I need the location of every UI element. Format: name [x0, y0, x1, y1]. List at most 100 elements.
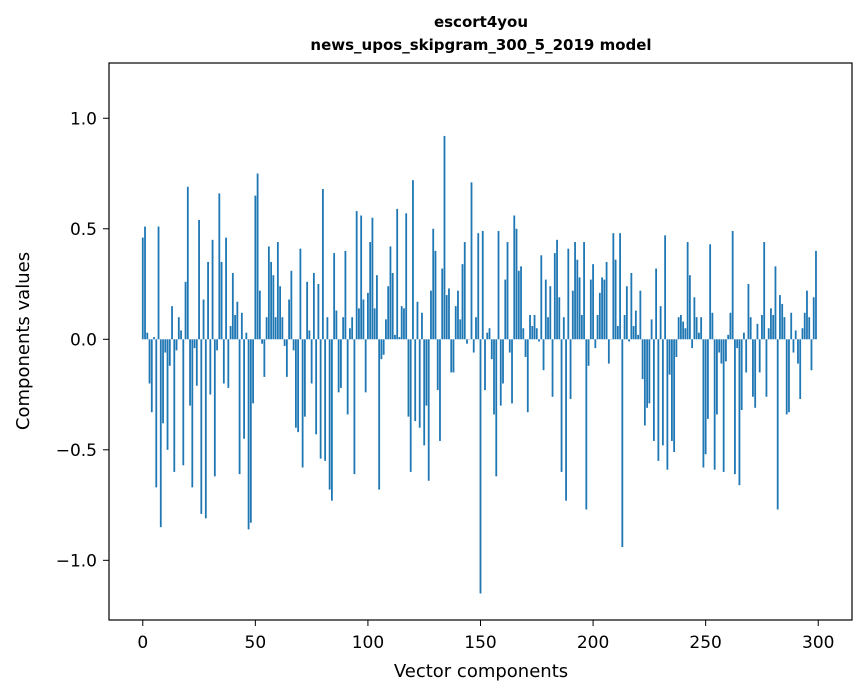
bar	[524, 339, 527, 357]
bar	[544, 279, 547, 340]
bar	[436, 339, 439, 391]
bar	[270, 261, 273, 340]
x-axis-label: Vector components	[394, 661, 568, 682]
bar	[186, 186, 189, 340]
bar	[736, 339, 739, 349]
bar	[261, 339, 263, 344]
bar	[225, 237, 227, 340]
bar	[569, 339, 572, 399]
bar	[312, 272, 315, 340]
bar	[785, 339, 788, 415]
bar	[418, 339, 421, 428]
bar	[625, 286, 628, 340]
bar	[439, 339, 441, 441]
bar	[756, 323, 759, 340]
bar	[479, 339, 482, 594]
bar	[707, 339, 709, 419]
bar	[594, 339, 597, 349]
bar	[720, 339, 723, 364]
bar	[247, 339, 250, 530]
bar	[150, 339, 153, 413]
bars	[141, 135, 817, 594]
bar	[704, 339, 707, 455]
bar	[664, 235, 667, 340]
bar	[220, 261, 223, 340]
bar	[686, 242, 689, 340]
bar	[171, 306, 173, 340]
bar	[688, 275, 691, 340]
bar	[279, 286, 282, 340]
bar	[240, 312, 243, 340]
bar	[162, 339, 164, 424]
bar	[677, 317, 680, 340]
plot-frame	[108, 62, 853, 621]
bar	[380, 339, 383, 360]
bar	[767, 328, 770, 340]
bar	[216, 339, 218, 351]
bar	[353, 339, 356, 475]
bar	[592, 264, 594, 340]
bar	[517, 270, 520, 340]
bar	[475, 317, 477, 340]
bar	[360, 215, 363, 340]
bar	[308, 330, 311, 340]
bar	[650, 319, 653, 340]
bar	[324, 339, 327, 461]
bar	[522, 328, 525, 340]
bar	[288, 299, 291, 340]
bar	[571, 290, 574, 340]
bar	[297, 339, 300, 433]
bar	[605, 261, 608, 340]
bar	[177, 317, 180, 340]
bar	[815, 250, 817, 340]
bar	[394, 334, 396, 340]
bar	[335, 310, 338, 340]
bar	[155, 339, 158, 488]
bar	[698, 332, 700, 340]
bar	[646, 339, 649, 408]
bar	[553, 253, 556, 340]
bar	[803, 312, 806, 340]
y-axis-label: Components values	[13, 252, 34, 430]
bar	[349, 328, 351, 340]
bar	[634, 310, 637, 340]
bar	[542, 339, 545, 371]
bar	[574, 242, 576, 340]
bar	[490, 339, 493, 360]
bar	[761, 314, 763, 340]
bar	[245, 332, 248, 340]
bar	[382, 339, 385, 355]
bar	[285, 339, 288, 377]
bar	[182, 339, 185, 466]
bar	[463, 242, 466, 340]
bar	[331, 339, 333, 501]
bar	[425, 339, 428, 406]
bar	[520, 266, 522, 340]
bar	[400, 306, 403, 340]
bar	[292, 339, 295, 351]
bar	[272, 275, 275, 340]
bar	[202, 299, 205, 340]
bar	[684, 328, 687, 340]
bar	[659, 306, 662, 340]
bar	[200, 339, 203, 514]
bar	[774, 266, 777, 340]
bar	[781, 303, 784, 340]
bar	[797, 339, 799, 364]
bar	[652, 339, 655, 441]
bar	[531, 326, 534, 340]
bar	[412, 180, 414, 340]
bar	[812, 297, 815, 340]
bar	[459, 319, 462, 340]
bar	[540, 255, 543, 340]
bar	[416, 301, 419, 340]
bar	[772, 314, 775, 340]
bar	[461, 264, 464, 340]
bar	[648, 339, 651, 404]
bar	[218, 193, 221, 340]
bar	[682, 321, 685, 340]
bar	[310, 339, 313, 384]
bar	[321, 188, 324, 340]
bar	[211, 239, 214, 340]
bar	[198, 219, 200, 340]
